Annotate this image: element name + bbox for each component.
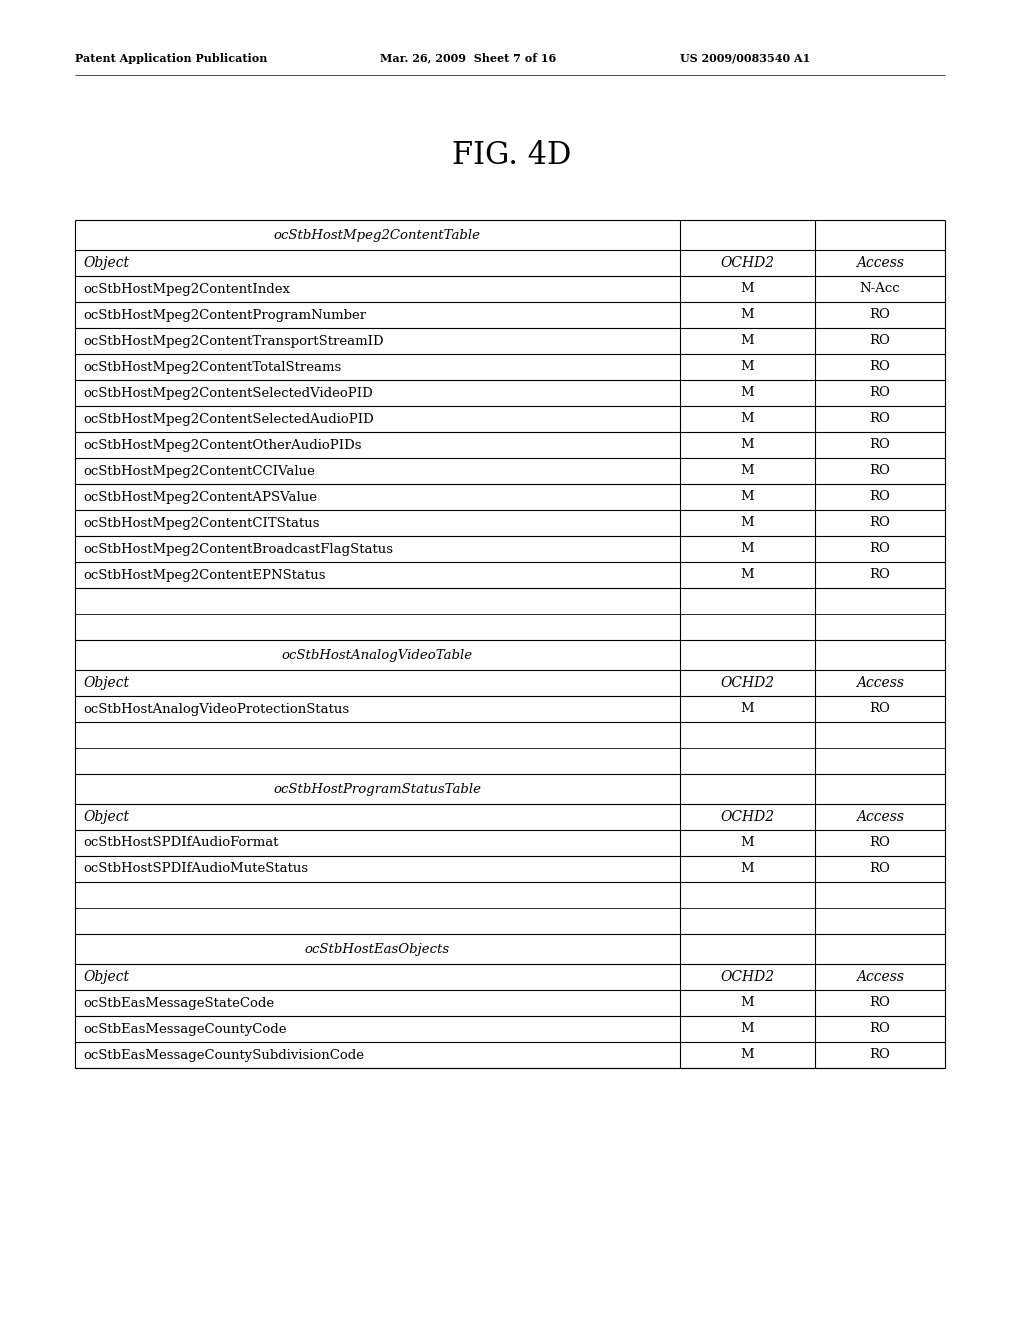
Text: RO: RO bbox=[869, 491, 890, 503]
Text: RO: RO bbox=[869, 334, 890, 347]
Text: M: M bbox=[740, 862, 754, 875]
Text: Patent Application Publication: Patent Application Publication bbox=[75, 53, 267, 63]
Text: ocStbHostEasObjects: ocStbHostEasObjects bbox=[305, 942, 450, 956]
Text: M: M bbox=[740, 491, 754, 503]
Text: Object: Object bbox=[83, 676, 129, 690]
Text: RO: RO bbox=[869, 997, 890, 1010]
Text: M: M bbox=[740, 438, 754, 451]
Text: M: M bbox=[740, 360, 754, 374]
Text: ocStbHostMpeg2ContentProgramNumber: ocStbHostMpeg2ContentProgramNumber bbox=[83, 309, 367, 322]
Text: M: M bbox=[740, 997, 754, 1010]
Text: ocStbHostMpeg2ContentSelectedVideoPID: ocStbHostMpeg2ContentSelectedVideoPID bbox=[83, 387, 373, 400]
Text: Access: Access bbox=[856, 256, 904, 271]
Text: Object: Object bbox=[83, 810, 129, 824]
Text: M: M bbox=[740, 569, 754, 582]
Text: RO: RO bbox=[869, 412, 890, 425]
Text: ocStbHostMpeg2ContentIndex: ocStbHostMpeg2ContentIndex bbox=[83, 282, 290, 296]
Text: Access: Access bbox=[856, 676, 904, 690]
Text: ocStbEasMessageStateCode: ocStbEasMessageStateCode bbox=[83, 997, 274, 1010]
Text: ocStbHostMpeg2ContentTable: ocStbHostMpeg2ContentTable bbox=[273, 228, 481, 242]
Text: OCHD2: OCHD2 bbox=[720, 256, 774, 271]
Text: Object: Object bbox=[83, 256, 129, 271]
Text: RO: RO bbox=[869, 1048, 890, 1061]
Text: ocStbEasMessageCountySubdivisionCode: ocStbEasMessageCountySubdivisionCode bbox=[83, 1048, 364, 1061]
Text: RO: RO bbox=[869, 569, 890, 582]
Text: ocStbHostProgramStatusTable: ocStbHostProgramStatusTable bbox=[273, 783, 481, 796]
Text: ocStbHostMpeg2ContentTransportStreamID: ocStbHostMpeg2ContentTransportStreamID bbox=[83, 334, 384, 347]
Text: FIG. 4D: FIG. 4D bbox=[453, 140, 571, 170]
Text: Access: Access bbox=[856, 810, 904, 824]
Text: RO: RO bbox=[869, 438, 890, 451]
Text: RO: RO bbox=[869, 862, 890, 875]
Text: ocStbHostMpeg2ContentSelectedAudioPID: ocStbHostMpeg2ContentSelectedAudioPID bbox=[83, 412, 374, 425]
Text: ocStbHostAnalogVideoTable: ocStbHostAnalogVideoTable bbox=[282, 648, 473, 661]
Text: N-Acc: N-Acc bbox=[859, 282, 900, 296]
Text: ocStbHostAnalogVideoProtectionStatus: ocStbHostAnalogVideoProtectionStatus bbox=[83, 702, 349, 715]
Text: RO: RO bbox=[869, 1023, 890, 1035]
Text: RO: RO bbox=[869, 543, 890, 556]
Text: RO: RO bbox=[869, 465, 890, 478]
Text: RO: RO bbox=[869, 516, 890, 529]
Text: ocStbHostMpeg2ContentCCIValue: ocStbHostMpeg2ContentCCIValue bbox=[83, 465, 314, 478]
Text: RO: RO bbox=[869, 702, 890, 715]
Text: M: M bbox=[740, 543, 754, 556]
Text: M: M bbox=[740, 387, 754, 400]
Text: RO: RO bbox=[869, 387, 890, 400]
Text: ocStbHostSPDIfAudioMuteStatus: ocStbHostSPDIfAudioMuteStatus bbox=[83, 862, 308, 875]
Text: OCHD2: OCHD2 bbox=[720, 970, 774, 983]
Text: US 2009/0083540 A1: US 2009/0083540 A1 bbox=[680, 53, 810, 63]
Text: ocStbHostMpeg2ContentAPSValue: ocStbHostMpeg2ContentAPSValue bbox=[83, 491, 317, 503]
Text: ocStbHostMpeg2ContentOtherAudioPIDs: ocStbHostMpeg2ContentOtherAudioPIDs bbox=[83, 438, 361, 451]
Text: ocStbHostSPDIfAudioFormat: ocStbHostSPDIfAudioFormat bbox=[83, 837, 279, 850]
Text: ocStbHostMpeg2ContentBroadcastFlagStatus: ocStbHostMpeg2ContentBroadcastFlagStatus bbox=[83, 543, 393, 556]
Text: RO: RO bbox=[869, 309, 890, 322]
Text: OCHD2: OCHD2 bbox=[720, 810, 774, 824]
Text: M: M bbox=[740, 412, 754, 425]
Text: OCHD2: OCHD2 bbox=[720, 676, 774, 690]
Text: M: M bbox=[740, 1048, 754, 1061]
Text: M: M bbox=[740, 1023, 754, 1035]
Text: M: M bbox=[740, 516, 754, 529]
Text: M: M bbox=[740, 282, 754, 296]
Text: RO: RO bbox=[869, 360, 890, 374]
Text: M: M bbox=[740, 309, 754, 322]
Text: M: M bbox=[740, 465, 754, 478]
Text: ocStbHostMpeg2ContentTotalStreams: ocStbHostMpeg2ContentTotalStreams bbox=[83, 360, 341, 374]
Text: M: M bbox=[740, 837, 754, 850]
Text: ocStbEasMessageCountyCode: ocStbEasMessageCountyCode bbox=[83, 1023, 287, 1035]
Text: Access: Access bbox=[856, 970, 904, 983]
Text: ocStbHostMpeg2ContentCITStatus: ocStbHostMpeg2ContentCITStatus bbox=[83, 516, 319, 529]
Text: Object: Object bbox=[83, 970, 129, 983]
Text: ocStbHostMpeg2ContentEPNStatus: ocStbHostMpeg2ContentEPNStatus bbox=[83, 569, 326, 582]
Text: RO: RO bbox=[869, 837, 890, 850]
Text: M: M bbox=[740, 334, 754, 347]
Text: Mar. 26, 2009  Sheet 7 of 16: Mar. 26, 2009 Sheet 7 of 16 bbox=[380, 53, 556, 63]
Text: M: M bbox=[740, 702, 754, 715]
